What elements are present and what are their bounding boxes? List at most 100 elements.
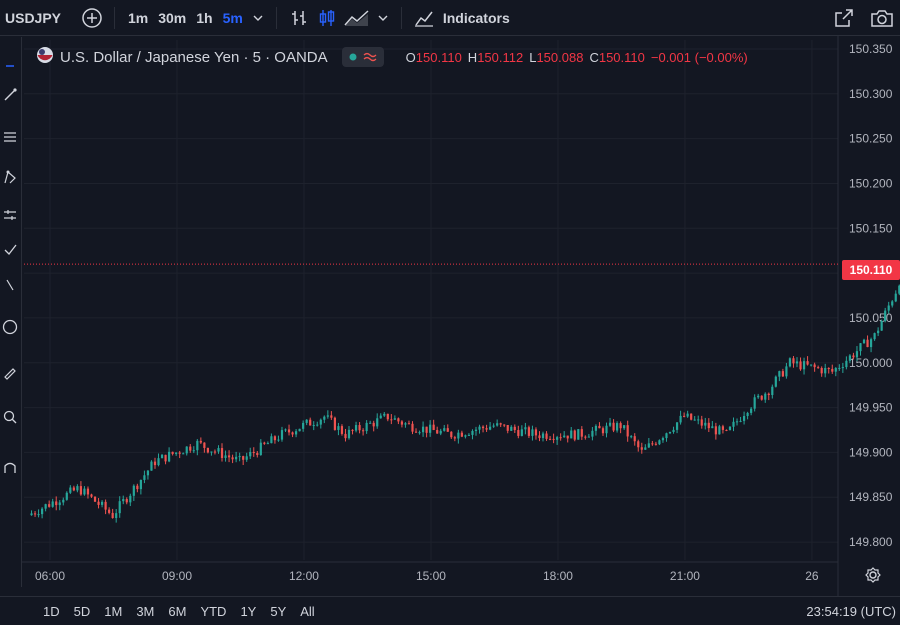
range-1d[interactable]: 1D	[43, 603, 60, 619]
candle-body	[30, 513, 33, 516]
candle-body	[640, 447, 643, 450]
interval-1m[interactable]: 1m	[128, 9, 149, 26]
candle-body	[210, 451, 213, 453]
text-tool-icon[interactable]	[0, 273, 20, 297]
magnet-icon[interactable]	[0, 455, 20, 479]
candle-body	[615, 423, 619, 431]
range-1y[interactable]: 1Y	[240, 603, 257, 619]
candle-body	[711, 426, 714, 429]
interval-30m[interactable]: 30m	[158, 9, 187, 26]
candle-body	[189, 446, 192, 451]
range-ytd[interactable]: YTD	[200, 603, 227, 619]
y-tick-label: 149.900	[849, 445, 893, 459]
range-1m[interactable]: 1M	[104, 603, 123, 619]
crosshair-icon[interactable]	[0, 49, 20, 73]
candle-body	[358, 425, 361, 431]
candle-body	[467, 434, 471, 436]
area-chart-icon[interactable]	[341, 0, 373, 36]
fib-icon[interactable]	[0, 125, 20, 149]
candle-body	[175, 452, 178, 454]
range-6m[interactable]: 6M	[168, 603, 187, 619]
candle-body	[577, 429, 580, 440]
range-3m[interactable]: 3M	[136, 603, 155, 619]
candle-body	[891, 301, 894, 306]
candle-body	[263, 442, 266, 444]
prediction-icon[interactable]	[0, 203, 20, 227]
symbol-search[interactable]: USDJPY	[5, 9, 62, 26]
candle-body	[767, 393, 770, 395]
share-icon[interactable]	[826, 0, 862, 36]
range-5y[interactable]: 5Y	[270, 603, 287, 619]
candle-body	[298, 428, 301, 432]
candle-body	[192, 450, 195, 452]
candle-body	[665, 433, 668, 439]
y-tick-label: 149.850	[849, 490, 893, 504]
open-value: 150.110	[415, 49, 462, 65]
candle-body	[506, 424, 509, 431]
candle-body	[679, 415, 682, 423]
candle-body	[58, 502, 61, 506]
indicators-icon[interactable]	[410, 0, 438, 36]
camera-icon[interactable]	[864, 0, 900, 36]
candle-body	[146, 470, 150, 476]
emoji-icon[interactable]	[0, 315, 20, 339]
candle-body	[464, 435, 467, 437]
ruler-icon[interactable]	[0, 361, 20, 385]
market-status-pill[interactable]	[341, 47, 384, 67]
candle-body	[312, 425, 315, 427]
candle-body	[623, 425, 626, 429]
utc-clock[interactable]: 23:54:19 (UTC)	[806, 604, 896, 619]
candle-body	[369, 422, 372, 424]
range-5d[interactable]: 5D	[73, 603, 91, 619]
candle-body	[834, 368, 837, 372]
candle-body	[517, 430, 520, 436]
candle-body	[432, 424, 435, 430]
candle-body	[33, 513, 37, 515]
trend-line-icon[interactable]	[0, 83, 20, 107]
brush-icon[interactable]	[0, 237, 20, 261]
candle-body	[619, 423, 622, 429]
interval-5m[interactable]: 5m	[222, 9, 243, 26]
candle-body	[742, 416, 746, 421]
candle-body	[108, 509, 111, 513]
candle-body	[781, 371, 784, 377]
candle-body	[185, 446, 188, 454]
candle-body	[693, 419, 696, 421]
candle-body	[69, 487, 72, 493]
candle-body	[139, 479, 142, 490]
market-open-icon	[349, 53, 357, 61]
high-value: 150.112	[477, 49, 524, 65]
candle-body	[774, 376, 777, 387]
y-tick-label: 150.150	[849, 221, 893, 235]
indicators-button[interactable]: Indicators	[442, 9, 510, 26]
candle-body	[379, 415, 382, 419]
candle-body	[362, 430, 365, 432]
bar-style-icon[interactable]	[285, 0, 313, 36]
candle-body	[591, 430, 594, 437]
interval-1h[interactable]: 1h	[196, 9, 213, 26]
candles-icon[interactable]	[313, 0, 341, 36]
chevron-down-icon[interactable]	[373, 0, 393, 36]
candle-body	[323, 416, 326, 420]
candle-body	[852, 355, 855, 358]
candle-body	[813, 364, 816, 368]
settings-gear-icon[interactable]	[864, 566, 882, 584]
candle-body	[171, 451, 174, 454]
candle-body	[884, 310, 887, 322]
candle-body	[111, 512, 114, 519]
chevron-down-icon[interactable]	[248, 0, 268, 36]
zoom-icon[interactable]	[0, 405, 20, 429]
candle-body	[471, 430, 474, 435]
candle-body	[333, 417, 336, 430]
plus-circle-icon[interactable]	[78, 0, 106, 36]
candle-body	[97, 501, 100, 505]
range-all[interactable]: All	[300, 603, 315, 619]
candle-body	[309, 419, 312, 426]
candle-body	[728, 426, 732, 430]
top-toolbar: USDJPY 1m 30m 1h 5m Indicators	[0, 0, 900, 36]
candle-body	[421, 426, 425, 433]
candle-body	[76, 486, 79, 491]
pattern-icon[interactable]	[0, 165, 20, 189]
toolbar-divider	[114, 6, 115, 29]
